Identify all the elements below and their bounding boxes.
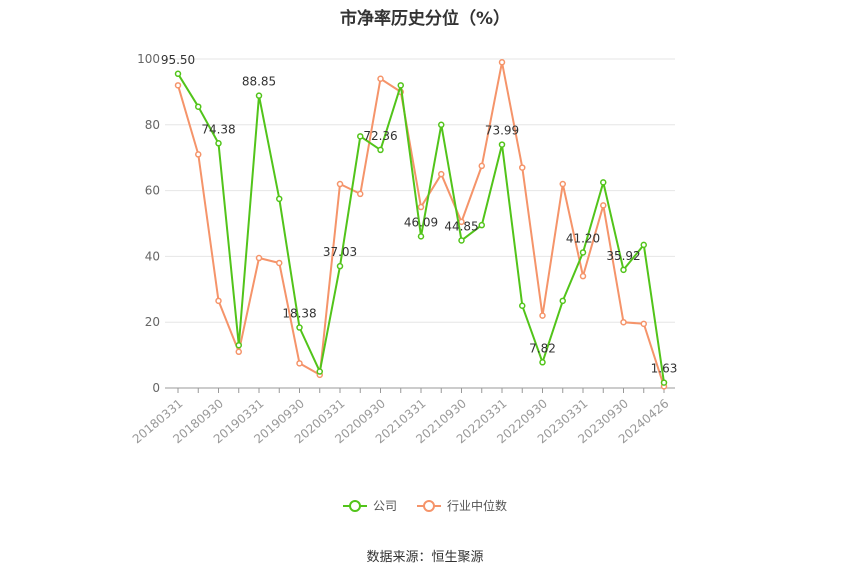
industry-median-point: [296, 360, 303, 367]
y-tick-label: 60: [145, 184, 160, 198]
industry-median-point: [357, 190, 364, 198]
data-label: 41.20: [566, 231, 600, 245]
company-point: [316, 368, 323, 375]
industry-median-point: [559, 180, 566, 188]
y-tick-label: 0: [152, 381, 160, 395]
industry-median-point: [620, 318, 627, 326]
company-point: [417, 233, 425, 240]
data-label: 88.85: [242, 75, 276, 89]
industry-median-point: [438, 170, 445, 178]
data-label: 73.99: [485, 124, 519, 138]
data-label: 72.36: [363, 129, 397, 143]
data-label: 46.09: [404, 215, 438, 229]
data-label: 37.03: [323, 245, 357, 259]
data-source: 数据来源：恒生聚源: [366, 550, 484, 565]
industry-median-point: [174, 82, 182, 89]
company-point: [559, 297, 566, 305]
data-label: 1.63: [651, 362, 678, 376]
legend-industry-label: 行业中位数: [447, 499, 508, 513]
data-label: 18.38: [282, 307, 316, 321]
company-point: [478, 221, 485, 229]
y-tick-label: 80: [145, 118, 160, 132]
legend-item-company[interactable]: 公司: [342, 497, 397, 514]
industry-median-point: [417, 203, 425, 211]
industry-median-point: [539, 312, 546, 319]
data-label: 7.82: [529, 341, 556, 355]
data-labels: 95.50 74.38 88.85 18.38 37.03 72.36 46.09 44.85…: [161, 53, 678, 376]
y-tick-label: 20: [145, 315, 160, 329]
data-label: 44.85: [444, 219, 478, 233]
company-point: [397, 82, 404, 89]
industry-median-point: [498, 59, 506, 66]
data-label: 95.50: [161, 53, 195, 67]
industry-median-point: [519, 164, 526, 171]
industry-median-point: [478, 162, 485, 170]
company-point: [519, 302, 526, 309]
y-tick-label: 100: [137, 52, 160, 66]
company-point: [174, 70, 182, 78]
industry-median-point: [640, 320, 647, 328]
legend-industry-marker: [417, 499, 441, 513]
industry-median-point: [255, 254, 263, 262]
company-point: [660, 379, 668, 386]
company-point: [620, 266, 627, 274]
company-point: [215, 140, 222, 147]
legend-company-marker: [342, 499, 367, 513]
industry-median-point: [235, 348, 242, 356]
company-point: [357, 133, 364, 140]
company-point: [296, 324, 303, 331]
industry-median-point: [336, 180, 344, 188]
company-point: [498, 141, 506, 148]
data-label: 74.38: [201, 122, 235, 136]
company-point: [255, 92, 263, 99]
industry-median-point: [579, 272, 587, 280]
legend: 公司 行业中位数: [0, 497, 850, 514]
company-point: [276, 195, 283, 203]
chart-title: 市净率历史分位（%）: [339, 9, 511, 29]
company-point: [235, 341, 242, 349]
industry-median-point: [377, 75, 384, 82]
company-point: [600, 179, 607, 186]
company-point: [336, 262, 344, 270]
grid-lines: [165, 58, 675, 323]
company-point: [195, 103, 202, 110]
company-point: [640, 241, 647, 249]
data-label: 35.92: [606, 249, 640, 263]
company-point: [579, 249, 587, 256]
company-point: [539, 359, 546, 366]
legend-company-label: 公司: [372, 499, 397, 513]
industry-median-point: [276, 259, 283, 267]
company-point: [377, 146, 384, 154]
industry-median-point: [215, 297, 222, 305]
legend-item-industry-median[interactable]: 行业中位数: [417, 497, 507, 514]
company-point: [438, 121, 445, 129]
series-lines: [174, 59, 668, 390]
company-point: [458, 237, 465, 244]
industry-median-point: [195, 151, 202, 158]
industry-median-point: [600, 202, 607, 209]
y-tick-label: 40: [145, 249, 160, 263]
